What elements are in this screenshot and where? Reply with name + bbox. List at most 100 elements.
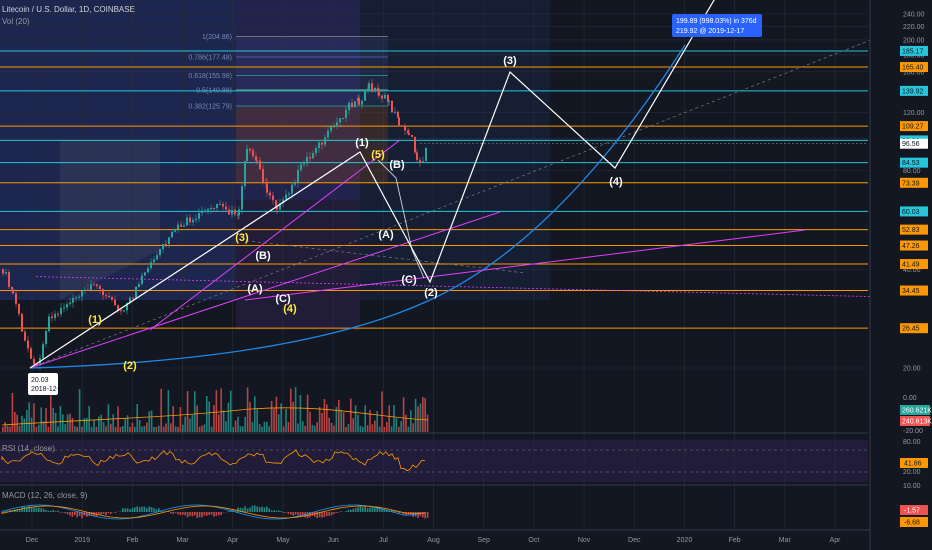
candle — [401, 125, 403, 127]
volume-bar — [14, 411, 16, 432]
axis-layer: 240.00220.00200.00180.00160.00140.00120.… — [26, 0, 932, 550]
price-tag-8: 60.03 — [902, 209, 920, 216]
price-tag-12: 34.45 — [902, 288, 920, 295]
volume-bar — [165, 423, 167, 432]
macd-histogram-bar — [54, 511, 57, 512]
volume-bar — [170, 423, 172, 432]
volume-bar — [191, 414, 194, 432]
candle — [201, 210, 203, 214]
volume-bar — [88, 406, 90, 432]
macd-tag-bg-0 — [900, 505, 928, 515]
candle — [108, 295, 110, 297]
candle — [18, 303, 20, 314]
macd-histogram-bar — [237, 507, 239, 512]
volume-bar — [316, 422, 318, 432]
macd-histogram-bar — [270, 510, 273, 512]
price-tag-bg-1 — [900, 62, 928, 73]
volume-bar — [405, 414, 407, 432]
candle — [256, 160, 258, 162]
volume-bar — [290, 388, 292, 432]
time-tick-11: Nov — [578, 537, 591, 544]
volume-bar — [126, 415, 129, 432]
volume-bar — [167, 390, 170, 432]
candle — [15, 293, 17, 304]
candle — [159, 249, 161, 256]
macd-histogram-bar — [124, 508, 126, 512]
candle — [391, 100, 393, 113]
volume-bar — [182, 424, 184, 432]
volume-bar — [412, 423, 414, 432]
rsi-tag-bg — [900, 458, 928, 468]
candle — [123, 310, 125, 312]
candle — [266, 183, 268, 193]
macd-histogram-bar — [405, 512, 407, 516]
candle — [348, 102, 350, 110]
candle — [2, 269, 4, 274]
volume-bar — [107, 404, 110, 432]
volume-bar — [251, 421, 254, 432]
volume-bar — [112, 414, 114, 432]
candle — [265, 181, 267, 184]
macd-indicator-label[interactable]: MACD (12, 26, close, 9) — [2, 491, 88, 500]
volume-bar — [93, 420, 95, 432]
macd-histogram-bar — [426, 512, 429, 518]
macd-signal-line — [1, 505, 426, 519]
macd-histogram-bar — [23, 506, 26, 512]
candle — [165, 244, 167, 246]
macd-histogram-bar — [251, 505, 254, 512]
candle — [192, 219, 194, 223]
macd-histogram-bar — [227, 510, 230, 512]
volume-bar — [105, 426, 107, 432]
candle — [300, 164, 302, 171]
volume-indicator-label[interactable]: Vol (20) — [2, 17, 30, 26]
macd-histogram-bar — [102, 512, 105, 514]
price-tick-8: 80.00 — [903, 168, 921, 175]
wave-label-yellow-1: (2) — [123, 360, 137, 372]
volume-bar — [71, 417, 74, 432]
macd-histogram-bar — [40, 507, 42, 512]
price-tag-bg-2 — [900, 85, 928, 96]
macd-histogram-bar — [162, 511, 165, 512]
volume-bar — [374, 420, 376, 432]
candle — [216, 204, 218, 209]
macd-histogram-bar — [424, 512, 426, 519]
volume-bar — [282, 426, 285, 432]
volume-bar — [299, 395, 302, 432]
macd-histogram-bar — [333, 512, 335, 514]
macd-histogram-bar — [326, 512, 328, 517]
candle — [33, 358, 35, 365]
macd-histogram-bar — [287, 512, 290, 514]
volume-bar — [364, 405, 366, 432]
macd-histogram-bar — [290, 512, 292, 515]
macd-histogram-bar — [323, 512, 326, 517]
price-tick-10: 40.00 — [903, 267, 921, 274]
volume-bar — [371, 424, 374, 432]
candle — [81, 290, 83, 297]
candle — [11, 286, 13, 290]
volume-bar — [402, 397, 405, 432]
candle — [241, 186, 243, 210]
candle — [327, 130, 329, 138]
candle — [244, 161, 246, 187]
candle — [374, 87, 376, 92]
time-tick-3: Mar — [177, 537, 190, 544]
volume-bar — [153, 426, 155, 432]
volume-bar — [177, 426, 179, 432]
grid-layer — [0, 0, 868, 530]
candle — [272, 195, 274, 201]
price-tag-bg-12 — [900, 285, 928, 296]
low-marker-price: 20.03 — [31, 377, 49, 384]
horizontal-levels-layer — [0, 50, 871, 329]
dotted-trend-line — [35, 276, 871, 297]
wave-label-yellow-4: (5) — [371, 149, 385, 161]
volume-bar — [59, 405, 62, 432]
macd-histogram-bar — [381, 508, 383, 512]
volume-bar — [198, 426, 201, 432]
candle — [249, 148, 251, 151]
rsi-indicator-label[interactable]: RSI (14, close) — [2, 444, 55, 453]
volume-bar — [222, 410, 225, 432]
candle — [120, 310, 122, 312]
macd-histogram-bar — [52, 509, 54, 512]
time-tick-4: Apr — [227, 537, 239, 544]
